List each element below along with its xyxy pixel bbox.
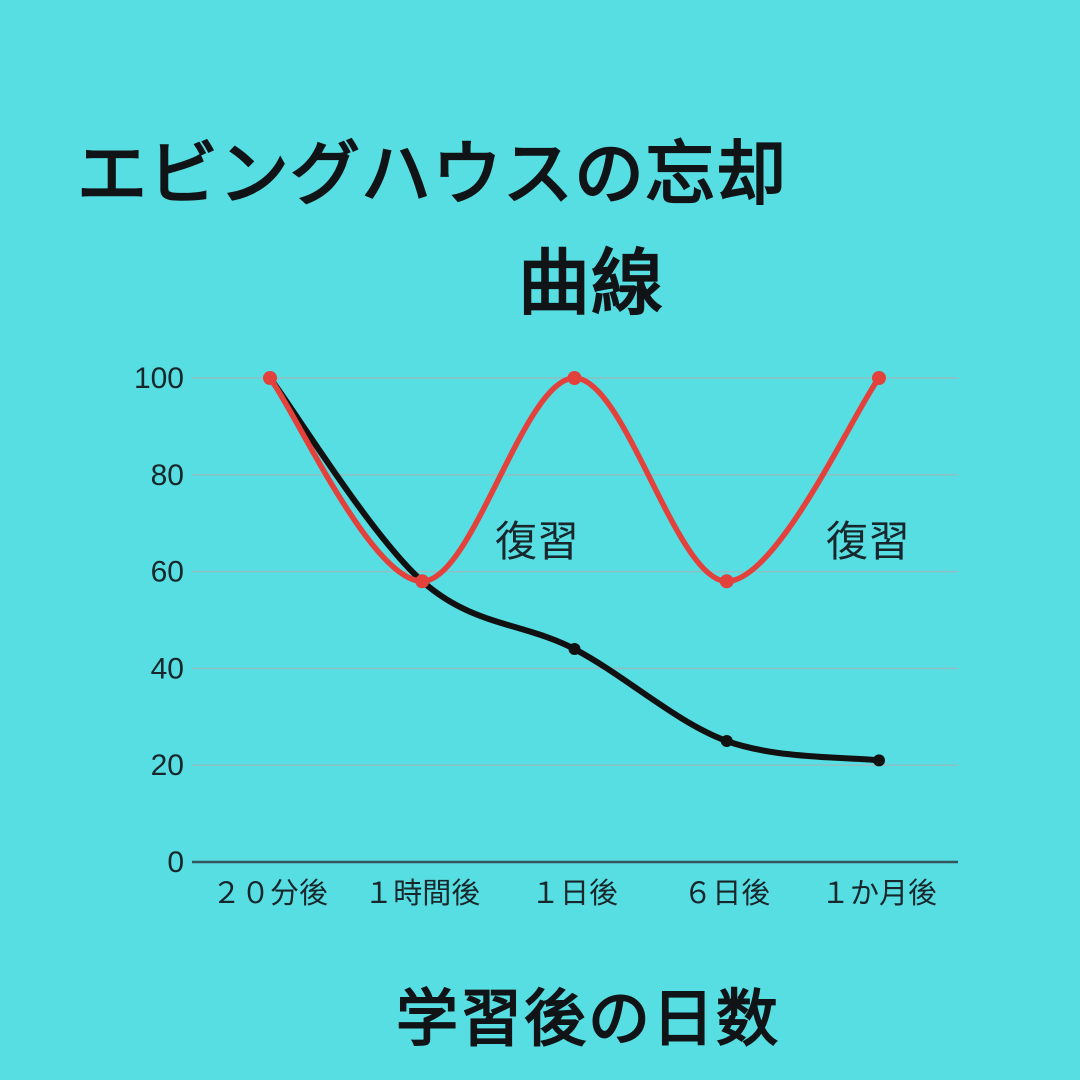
y-tick-label: 60: [151, 556, 184, 589]
y-tick-label: 40: [151, 652, 184, 685]
y-tick-label: 0: [167, 846, 184, 879]
review-annotation: 復習: [495, 518, 579, 565]
y-tick-label: 80: [151, 459, 184, 492]
x-tick-label: ６日後: [683, 877, 770, 910]
review-curve-marker: [719, 574, 734, 589]
review-annotation: 復習: [826, 518, 910, 565]
review-curve-marker: [263, 371, 277, 385]
review-curve-marker: [415, 574, 430, 589]
x-axis-title: 学習後の日数: [395, 985, 781, 1054]
forgetting-curve-line: [267, 375, 882, 764]
y-tick-label: 20: [151, 749, 184, 782]
x-tick-label: １時間後: [364, 877, 480, 910]
chart-title-line-2: 曲線: [517, 244, 665, 324]
forgetting-curve-marker: [720, 735, 733, 747]
x-tick-label: １日後: [531, 877, 618, 910]
chart-title-line-1: エビングハウスの忘却: [77, 135, 787, 213]
forgetting-curve-marker: [568, 643, 581, 656]
y-tick-label: 100: [134, 362, 184, 395]
x-tick-label: １か月後: [821, 877, 937, 910]
review-curve-marker: [872, 371, 886, 385]
review-curve-marker: [567, 371, 582, 385]
x-tick-label: ２０分後: [212, 877, 328, 910]
forgetting-curve-marker: [873, 754, 885, 767]
